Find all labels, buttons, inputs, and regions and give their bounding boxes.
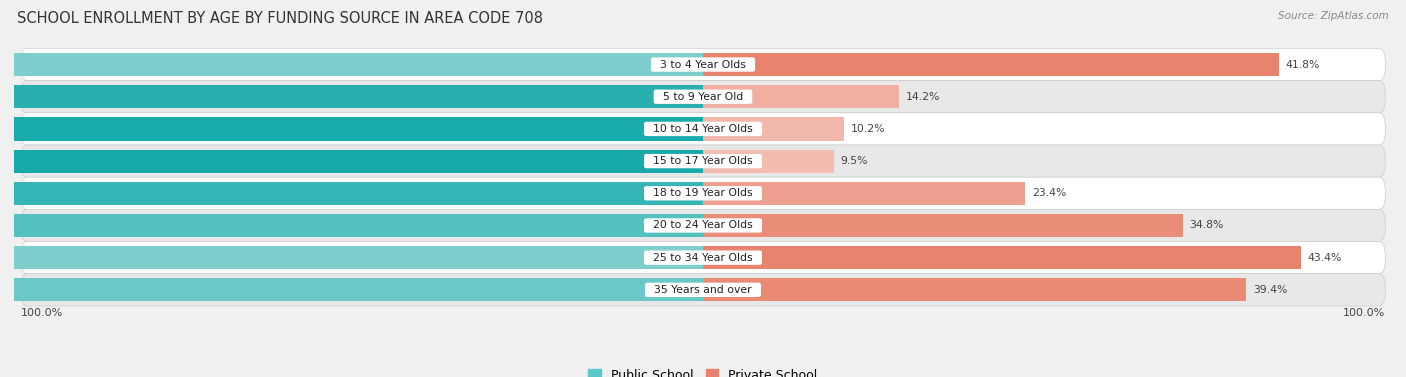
Bar <box>703 246 1301 269</box>
Text: 15 to 17 Year Olds: 15 to 17 Year Olds <box>647 156 759 166</box>
Text: 18 to 19 Year Olds: 18 to 19 Year Olds <box>647 188 759 198</box>
Legend: Public School, Private School: Public School, Private School <box>583 364 823 377</box>
Text: 100.0%: 100.0% <box>21 308 63 319</box>
Bar <box>0 182 703 205</box>
Text: SCHOOL ENROLLMENT BY AGE BY FUNDING SOURCE IN AREA CODE 708: SCHOOL ENROLLMENT BY AGE BY FUNDING SOUR… <box>17 11 543 26</box>
Text: 39.4%: 39.4% <box>1253 285 1286 295</box>
Text: 35 Years and over: 35 Years and over <box>647 285 759 295</box>
Text: 23.4%: 23.4% <box>1032 188 1067 198</box>
Text: 43.4%: 43.4% <box>1308 253 1343 263</box>
Bar <box>0 53 703 76</box>
Text: 14.2%: 14.2% <box>905 92 941 102</box>
Bar <box>0 278 703 302</box>
Bar <box>0 246 703 269</box>
Text: Source: ZipAtlas.com: Source: ZipAtlas.com <box>1278 11 1389 21</box>
Text: 34.8%: 34.8% <box>1189 221 1223 230</box>
FancyBboxPatch shape <box>21 145 1385 177</box>
Text: 5 to 9 Year Old: 5 to 9 Year Old <box>655 92 751 102</box>
Text: 10.2%: 10.2% <box>851 124 884 134</box>
Text: 10 to 14 Year Olds: 10 to 14 Year Olds <box>647 124 759 134</box>
Bar <box>703 214 1182 237</box>
FancyBboxPatch shape <box>21 81 1385 113</box>
Bar <box>0 85 703 108</box>
Bar <box>703 150 834 173</box>
Bar <box>703 53 1279 76</box>
Bar <box>0 214 703 237</box>
Text: 41.8%: 41.8% <box>1286 60 1320 69</box>
FancyBboxPatch shape <box>21 113 1385 145</box>
Text: 25 to 34 Year Olds: 25 to 34 Year Olds <box>647 253 759 263</box>
FancyBboxPatch shape <box>21 242 1385 274</box>
Text: 9.5%: 9.5% <box>841 156 869 166</box>
FancyBboxPatch shape <box>21 274 1385 306</box>
FancyBboxPatch shape <box>21 49 1385 81</box>
Bar <box>0 117 703 141</box>
Text: 100.0%: 100.0% <box>1343 308 1385 319</box>
Bar <box>703 182 1025 205</box>
Text: 20 to 24 Year Olds: 20 to 24 Year Olds <box>647 221 759 230</box>
Bar <box>703 117 844 141</box>
Text: 3 to 4 Year Olds: 3 to 4 Year Olds <box>652 60 754 69</box>
FancyBboxPatch shape <box>21 209 1385 242</box>
Bar <box>703 85 898 108</box>
FancyBboxPatch shape <box>21 177 1385 209</box>
Bar <box>0 150 703 173</box>
Bar <box>703 278 1246 302</box>
